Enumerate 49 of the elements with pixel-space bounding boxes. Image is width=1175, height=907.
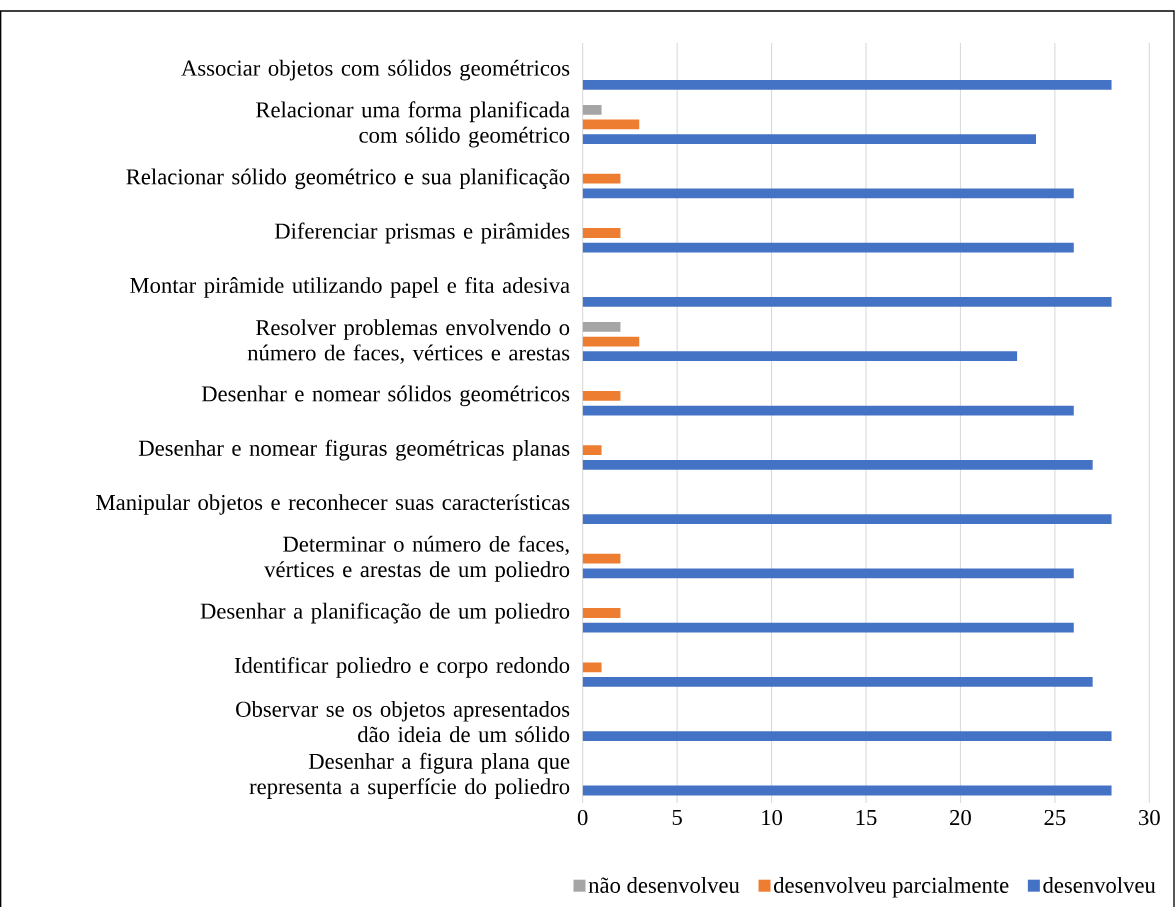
legend-label: não desenvolveu bbox=[588, 876, 740, 893]
bar bbox=[582, 336, 640, 347]
bar bbox=[582, 134, 1036, 144]
bar bbox=[582, 405, 1074, 416]
bar bbox=[582, 228, 621, 238]
bar bbox=[582, 297, 1112, 307]
x-tick-label: 30 bbox=[1139, 809, 1160, 826]
x-tick-label: 20 bbox=[950, 809, 971, 826]
bar bbox=[582, 119, 640, 130]
bar bbox=[582, 188, 1074, 199]
bar bbox=[582, 459, 1093, 470]
bar bbox=[582, 173, 621, 184]
y-tick-label: Relacionar sólido geométrico e sua planificação bbox=[126, 168, 570, 190]
bar bbox=[582, 622, 1074, 633]
legend-label: desenvolveu parcialmente bbox=[774, 876, 1009, 898]
bar bbox=[582, 242, 1074, 253]
x-tick-label: 0 bbox=[577, 809, 588, 826]
x-tick-label: 15 bbox=[856, 809, 877, 826]
bar bbox=[582, 785, 1112, 796]
y-tick-label: Resolver problemas envolvendo o número de faces, vértices e arestas bbox=[247, 319, 570, 364]
bar bbox=[582, 79, 1112, 90]
y-tick-label: Desenhar e nomear sólidos geométricos bbox=[201, 385, 570, 407]
bar bbox=[582, 351, 1018, 362]
y-tick-label: Relacionar uma forma planificada com sólido geométrico bbox=[256, 101, 570, 148]
y-tick-label: Montar pirâmide utilizando papel e fita adesiva bbox=[130, 276, 570, 298]
y-tick-label: Diferenciar prismas e pirâmides bbox=[274, 222, 570, 244]
bar bbox=[582, 608, 621, 618]
x-tick-label: 5 bbox=[672, 809, 682, 825]
bar bbox=[582, 677, 1093, 687]
y-tick-label: Associar objetos com sólidos geométricos bbox=[181, 59, 570, 81]
bar bbox=[582, 104, 602, 115]
legend-label: desenvolveu bbox=[1043, 876, 1156, 893]
bar bbox=[582, 445, 602, 456]
y-tick-label: Desenhar a planificação de um poliedro bbox=[200, 602, 570, 624]
y-tick-label: Desenhar e nomear figuras geométricas planas bbox=[138, 439, 570, 461]
y-tick-label: Observar se os objetos apresentados dão ideia de um sólido bbox=[236, 700, 570, 743]
bar bbox=[582, 514, 1112, 524]
bar bbox=[582, 662, 602, 673]
bar bbox=[582, 553, 621, 564]
bar bbox=[582, 322, 621, 332]
y-tick-label: Identificar poliedro e corpo redondo bbox=[234, 656, 570, 678]
y-tick-label: Manipular objetos e reconhecer suas características bbox=[96, 494, 570, 515]
x-tick-label: 10 bbox=[762, 809, 783, 826]
bar bbox=[582, 390, 621, 401]
y-tick-label: Desenhar a figura plana que representa a superfície do poliedro bbox=[249, 752, 570, 799]
bar bbox=[582, 731, 1112, 742]
bar bbox=[582, 568, 1074, 579]
y-tick-label: Determinar o número de faces, vértices e arestas de um poliedro bbox=[264, 535, 570, 582]
x-tick-label: 25 bbox=[1044, 809, 1066, 826]
